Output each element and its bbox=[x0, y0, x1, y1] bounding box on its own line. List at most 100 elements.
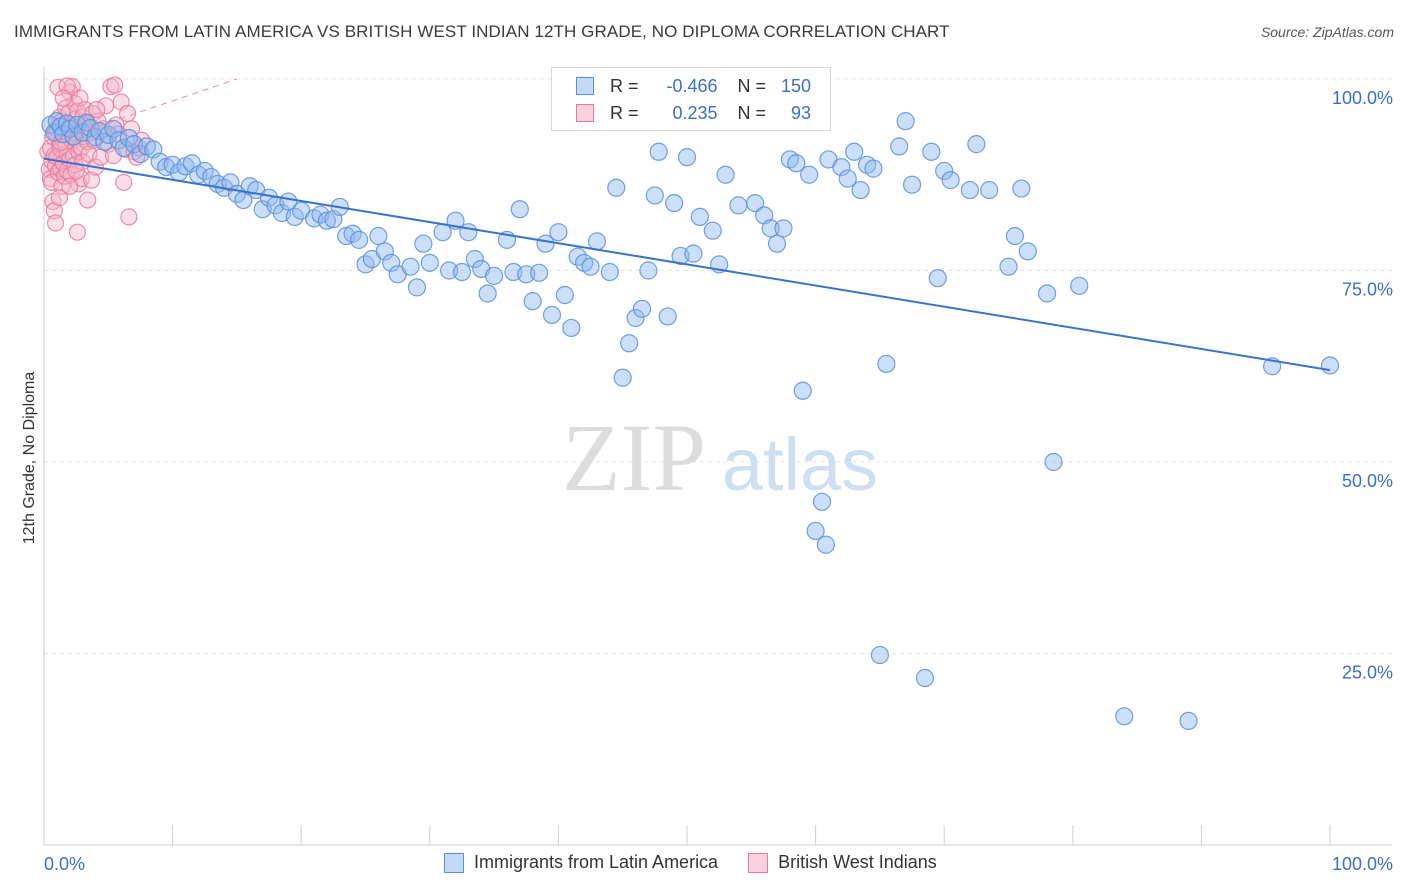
data-point bbox=[774, 219, 793, 238]
data-point bbox=[960, 180, 980, 200]
data-point bbox=[787, 154, 806, 173]
legend-n-value: 93 bbox=[791, 102, 812, 123]
data-point bbox=[1012, 179, 1031, 198]
data-point bbox=[1005, 226, 1025, 246]
data-point bbox=[935, 161, 954, 181]
data-point bbox=[941, 171, 960, 190]
data-point bbox=[478, 284, 497, 303]
data-point bbox=[64, 127, 83, 146]
data-point bbox=[716, 165, 735, 184]
data-point bbox=[61, 177, 79, 195]
data-point bbox=[562, 318, 581, 338]
y-tick-label: 50.0% bbox=[1342, 471, 1393, 491]
data-point bbox=[459, 223, 478, 242]
trendline-latin-america bbox=[43, 157, 1331, 372]
data-point bbox=[632, 299, 652, 318]
legend-label: British West Indians bbox=[778, 852, 937, 872]
data-point bbox=[106, 76, 124, 94]
data-point bbox=[68, 223, 87, 241]
data-point bbox=[806, 521, 825, 541]
data-point bbox=[90, 121, 109, 141]
data-point bbox=[851, 180, 870, 200]
data-point bbox=[549, 223, 568, 242]
data-point bbox=[902, 175, 922, 194]
legend-item-british-west-indians: British West Indians bbox=[748, 852, 937, 873]
data-point bbox=[1018, 242, 1037, 261]
data-point bbox=[703, 221, 722, 240]
data-point bbox=[649, 142, 668, 161]
watermark-zip: ZIP bbox=[562, 404, 706, 511]
data-point bbox=[767, 234, 787, 253]
data-point bbox=[793, 381, 812, 400]
data-point bbox=[658, 307, 677, 326]
data-point bbox=[581, 257, 600, 276]
legend-r-value: 0.235 bbox=[672, 102, 718, 123]
data-point bbox=[665, 193, 684, 213]
data-point bbox=[690, 207, 709, 226]
legend-r-label: R = bbox=[610, 102, 639, 123]
data-point bbox=[800, 165, 819, 184]
data-point bbox=[349, 230, 369, 249]
data-point bbox=[845, 142, 864, 161]
data-point bbox=[523, 292, 542, 311]
data-point bbox=[746, 193, 765, 213]
x-tick-label: 0.0% bbox=[44, 854, 85, 874]
tick-labels: 100.0% 75.0% 50.0% 25.0% 0.0% 100.0% bbox=[44, 88, 1393, 874]
data-point bbox=[369, 226, 388, 246]
data-point bbox=[1044, 452, 1063, 472]
data-point bbox=[832, 157, 851, 177]
trendline-british-west-indians bbox=[56, 78, 238, 141]
data-point bbox=[620, 334, 639, 353]
data-point bbox=[915, 668, 935, 688]
data-point bbox=[382, 253, 401, 272]
data-point bbox=[761, 219, 780, 238]
data-point bbox=[600, 262, 619, 282]
data-point bbox=[45, 202, 63, 220]
series-legend: Immigrants from Latin America British We… bbox=[444, 852, 967, 873]
legend-label: Immigrants from Latin America bbox=[474, 852, 719, 872]
legend-n-label: N = bbox=[737, 75, 767, 96]
legend-n-label: N = bbox=[737, 102, 767, 123]
data-point bbox=[1320, 356, 1340, 375]
data-point bbox=[317, 211, 337, 230]
legend-r-value: -0.466 bbox=[666, 75, 718, 96]
legend-r-label: R = bbox=[610, 75, 639, 96]
y-tick-label: 25.0% bbox=[1342, 663, 1393, 683]
data-point bbox=[1070, 276, 1089, 295]
data-point bbox=[452, 262, 472, 282]
data-point bbox=[485, 266, 504, 285]
data-point bbox=[816, 535, 835, 554]
data-point bbox=[870, 645, 890, 665]
data-point bbox=[613, 368, 632, 387]
y-tick-label: 100.0% bbox=[1332, 88, 1393, 108]
data-point bbox=[890, 137, 909, 156]
data-point bbox=[639, 261, 658, 280]
data-point bbox=[54, 89, 72, 107]
trendlines bbox=[43, 78, 1331, 372]
data-point bbox=[1037, 284, 1057, 303]
data-point bbox=[626, 308, 645, 328]
data-point bbox=[812, 492, 832, 511]
legend-swatch-blue bbox=[444, 852, 464, 873]
data-point bbox=[67, 162, 85, 180]
data-point bbox=[88, 101, 106, 119]
data-point bbox=[677, 148, 697, 167]
data-point bbox=[607, 178, 626, 197]
data-point bbox=[542, 305, 562, 325]
data-point bbox=[645, 186, 664, 205]
data-point bbox=[375, 242, 394, 261]
x-tick-label: 100.0% bbox=[1332, 854, 1393, 874]
data-point bbox=[1115, 707, 1134, 726]
data-point bbox=[896, 112, 915, 131]
data-point bbox=[115, 173, 133, 192]
data-point bbox=[729, 196, 748, 215]
data-point bbox=[510, 200, 529, 219]
data-point bbox=[864, 159, 883, 178]
legend-item-latin-america: Immigrants from Latin America bbox=[444, 852, 718, 873]
gridlines bbox=[44, 78, 1392, 654]
data-point bbox=[50, 189, 69, 207]
correlation-legend: R = -0.466 N = 150 R = 0.235 N = 93 bbox=[551, 67, 831, 131]
legend-swatch-blue bbox=[576, 77, 594, 95]
legend-row-british-west-indians: R = 0.235 N = 93 bbox=[576, 101, 811, 125]
